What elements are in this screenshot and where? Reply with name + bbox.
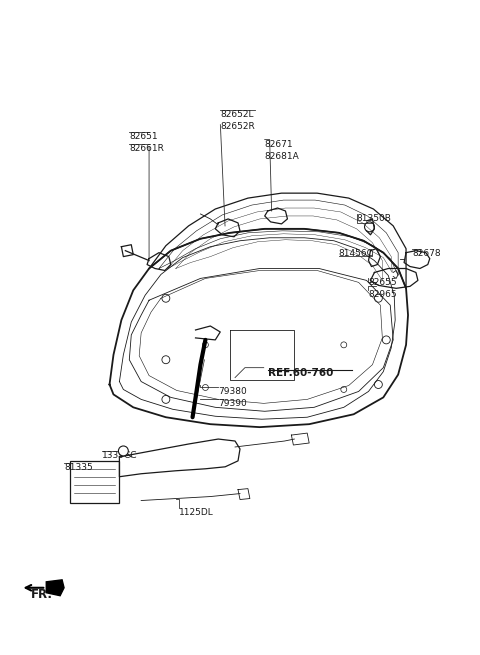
- Text: REF.60-760: REF.60-760: [268, 367, 333, 378]
- Text: 82655: 82655: [369, 278, 397, 288]
- Text: 81350B: 81350B: [357, 214, 392, 223]
- Text: 79390: 79390: [218, 400, 247, 408]
- Text: 82681A: 82681A: [264, 151, 300, 160]
- Text: 82965: 82965: [369, 290, 397, 299]
- Text: 1125DL: 1125DL: [179, 508, 214, 517]
- Text: 82671: 82671: [264, 140, 293, 149]
- Text: 82651: 82651: [129, 132, 158, 141]
- Polygon shape: [46, 580, 64, 595]
- Text: 81456C: 81456C: [339, 249, 374, 257]
- Text: 82652L: 82652L: [220, 110, 254, 119]
- Text: 82661R: 82661R: [129, 143, 164, 153]
- Circle shape: [119, 446, 128, 456]
- Text: 81335: 81335: [64, 463, 93, 472]
- Text: 82678: 82678: [412, 249, 441, 257]
- Text: 82652R: 82652R: [220, 122, 255, 131]
- Text: 79380: 79380: [218, 388, 247, 396]
- Text: FR.: FR.: [30, 588, 52, 601]
- Text: 1339CC: 1339CC: [102, 451, 137, 460]
